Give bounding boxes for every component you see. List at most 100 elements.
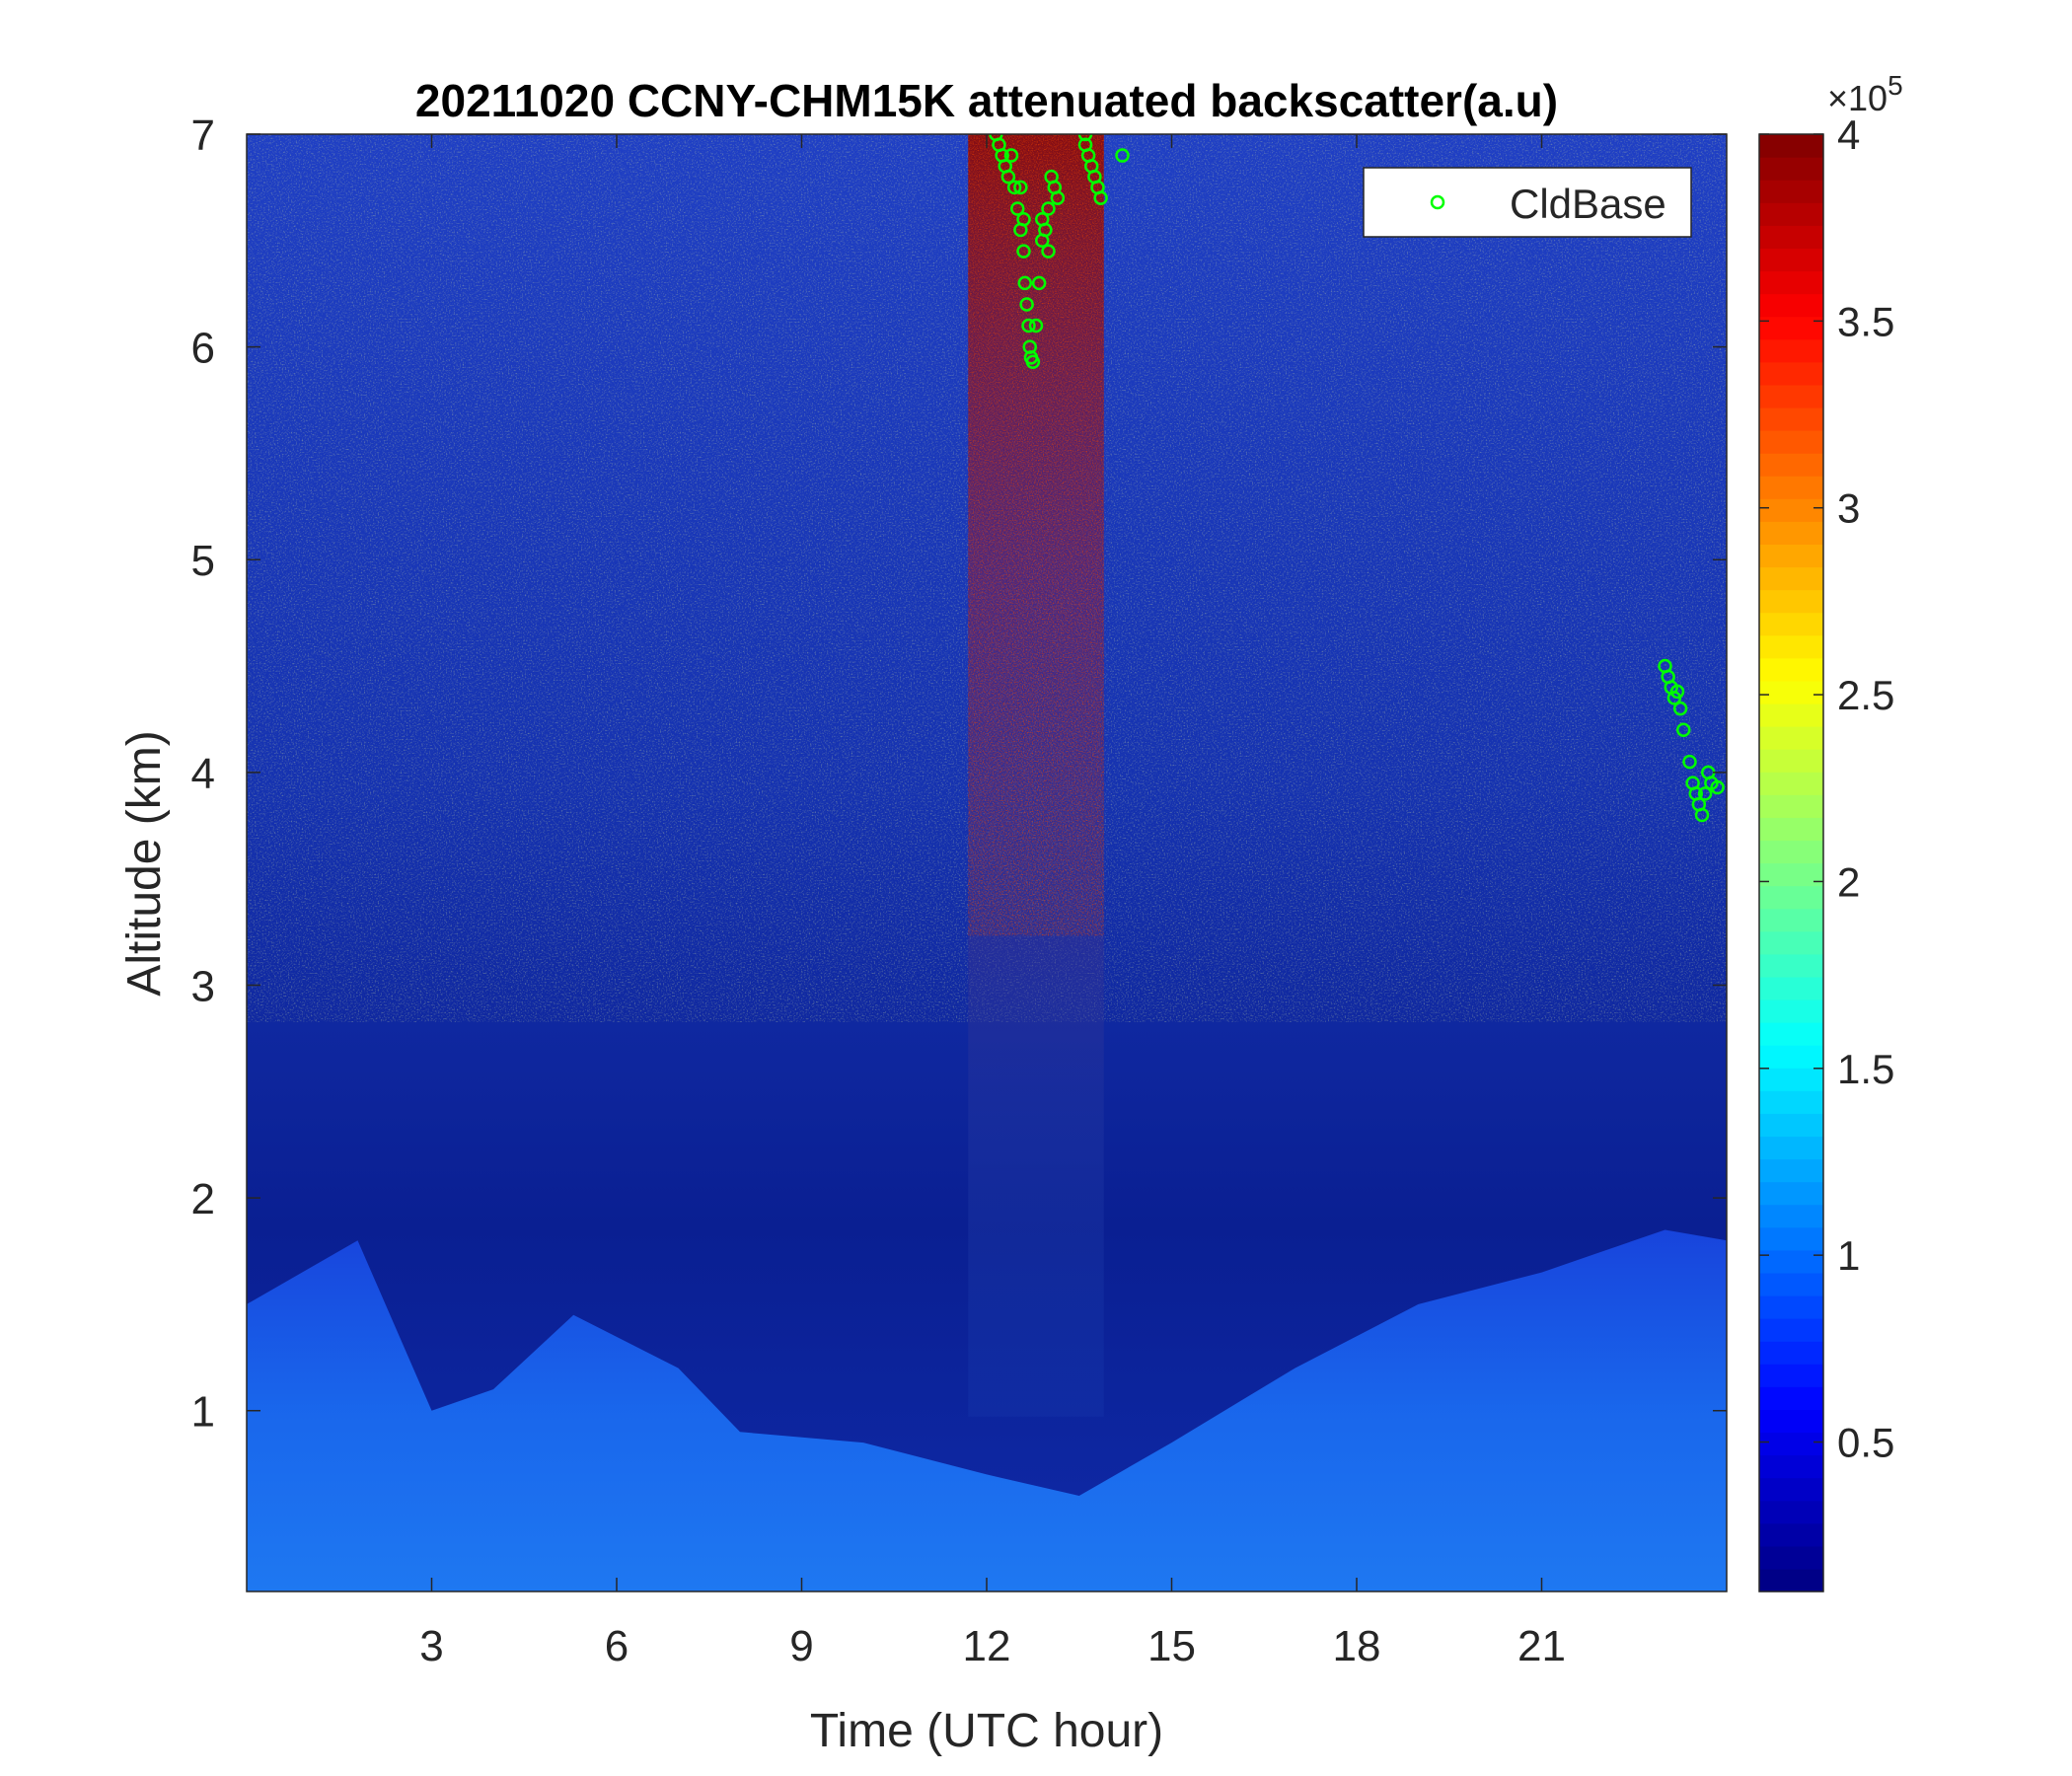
colorbar-strip xyxy=(1759,1568,1823,1592)
cldbase-point xyxy=(1016,211,1031,227)
colorbar-strip xyxy=(1759,840,1823,864)
cldbase-point xyxy=(1041,201,1056,216)
y-tick-label: 3 xyxy=(191,962,215,1010)
cldbase-point xyxy=(1672,701,1688,716)
cldbase-point xyxy=(1077,134,1093,142)
cldbase-point xyxy=(1697,786,1713,801)
colorbar-strip xyxy=(1759,430,1823,454)
colorbar-strip xyxy=(1759,270,1823,295)
cldbase-point xyxy=(1710,779,1725,795)
colorbar-strip xyxy=(1759,407,1823,431)
colorbar-strip xyxy=(1759,749,1823,773)
cldbase-point xyxy=(1019,297,1034,312)
y-axis-label: Altitude (km) xyxy=(118,730,171,996)
colorbar: 0.5 1 1.5 2 2.5 3 3.5 4 ×105 xyxy=(1758,70,1903,1592)
y-axis: 1 2 3 4 5 6 7 xyxy=(191,111,1727,1437)
cldbase-point xyxy=(1041,244,1056,259)
colorbar-exponent-power: 5 xyxy=(1887,70,1903,101)
high-signal-speckle xyxy=(968,134,1104,936)
colorbar-tick-label: 1.5 xyxy=(1837,1046,1894,1092)
colorbar-tick-label: 2.5 xyxy=(1837,672,1894,718)
colorbar-strip xyxy=(1759,225,1823,249)
chart-title: 20211020 CCNY-CHM15K attenuated backscat… xyxy=(415,75,1558,126)
colorbar-strip xyxy=(1759,953,1823,978)
colorbar-strip xyxy=(1759,1226,1823,1251)
cldbase-point xyxy=(1115,148,1130,163)
colorbar-exponent: ×105 xyxy=(1827,70,1903,118)
cldbase-point xyxy=(1016,244,1031,259)
colorbar-strip xyxy=(1759,202,1823,226)
cldbase-point xyxy=(1093,190,1108,205)
cldbase-point xyxy=(1676,722,1691,737)
x-axis: 3 6 9 12 15 18 21 xyxy=(419,134,1566,1670)
y-tick-label: 2 xyxy=(191,1175,215,1223)
colorbar-strip xyxy=(1759,476,1823,499)
cldbase-point xyxy=(1028,318,1044,333)
cldbase-point xyxy=(1025,354,1041,369)
y-tick-label: 5 xyxy=(191,537,215,585)
legend-label-cldbase: CldBase xyxy=(1510,181,1666,227)
colorbar-strip xyxy=(1759,885,1823,910)
colorbar-strip xyxy=(1759,248,1823,272)
cldbase-point xyxy=(1006,180,1022,195)
x-tick-label: 12 xyxy=(963,1622,1011,1670)
cldbase-point xyxy=(1050,190,1066,205)
colorbar-strip xyxy=(1759,1500,1823,1524)
aerosol-boundary-layer xyxy=(247,1229,1727,1591)
colorbar-strip xyxy=(1759,1045,1823,1069)
colorbar-frame xyxy=(1758,133,1824,1592)
y-tick-label: 4 xyxy=(191,750,215,798)
colorbar-strip xyxy=(1759,930,1823,955)
colorbar-strip xyxy=(1759,1341,1823,1365)
y-tick-label: 6 xyxy=(191,325,215,373)
colorbar-tick-label: 2 xyxy=(1837,858,1860,905)
colorbar-strip xyxy=(1759,1318,1823,1342)
colorbar-strip xyxy=(1759,1090,1823,1114)
legend-box xyxy=(1363,167,1692,238)
colorbar-strip xyxy=(1759,1295,1823,1319)
colorbar-strip xyxy=(1759,1158,1823,1183)
colorbar-strip xyxy=(1759,703,1823,727)
colorbar-strip xyxy=(1759,521,1823,546)
colorbar-strip xyxy=(1759,1272,1823,1296)
cldbase-point xyxy=(1010,201,1025,216)
cldbase-point xyxy=(1003,148,1019,163)
cldbase-point xyxy=(1017,275,1032,291)
cldbase-point xyxy=(1021,318,1036,333)
colorbar-strip xyxy=(1759,1409,1823,1434)
cldbase-point xyxy=(1000,169,1016,185)
cldbase-point xyxy=(1669,684,1685,700)
colorbar-strip xyxy=(1759,361,1823,386)
colorbar-strip xyxy=(1759,1068,1823,1091)
colorbar-strip xyxy=(1759,589,1823,614)
y-tick-label: 7 xyxy=(191,111,215,160)
x-tick-label: 6 xyxy=(605,1622,629,1670)
colorbar-strip xyxy=(1759,726,1823,750)
colorbar-strip xyxy=(1759,1477,1823,1502)
colorbar-strip xyxy=(1759,1364,1823,1387)
colorbar-strip xyxy=(1759,544,1823,568)
colorbar-strip xyxy=(1759,908,1823,932)
colorbar-strip xyxy=(1759,134,1823,158)
colorbar-strip xyxy=(1759,453,1823,477)
colorbar-strip xyxy=(1759,976,1823,1000)
colorbar-strip xyxy=(1759,1454,1823,1479)
colorbar-strip xyxy=(1759,1545,1823,1570)
colorbar-strip xyxy=(1759,1022,1823,1046)
colorbar-strip xyxy=(1759,566,1823,591)
colorbar-strip xyxy=(1759,862,1823,887)
colorbar-strip xyxy=(1759,1113,1823,1138)
colorbar-strip xyxy=(1759,1386,1823,1410)
colorbar-tick-label: 1 xyxy=(1837,1232,1860,1279)
colorbar-strip xyxy=(1759,680,1823,704)
x-tick-label: 18 xyxy=(1333,1622,1381,1670)
cldbase-point xyxy=(1694,807,1710,823)
colorbar-strip xyxy=(1759,1181,1823,1206)
colorbar-strip xyxy=(1759,999,1823,1023)
x-tick-label: 15 xyxy=(1147,1622,1196,1670)
colorbar-strip xyxy=(1759,293,1823,318)
colorbar-strip xyxy=(1759,180,1823,203)
cldbase-markers xyxy=(989,134,1725,823)
